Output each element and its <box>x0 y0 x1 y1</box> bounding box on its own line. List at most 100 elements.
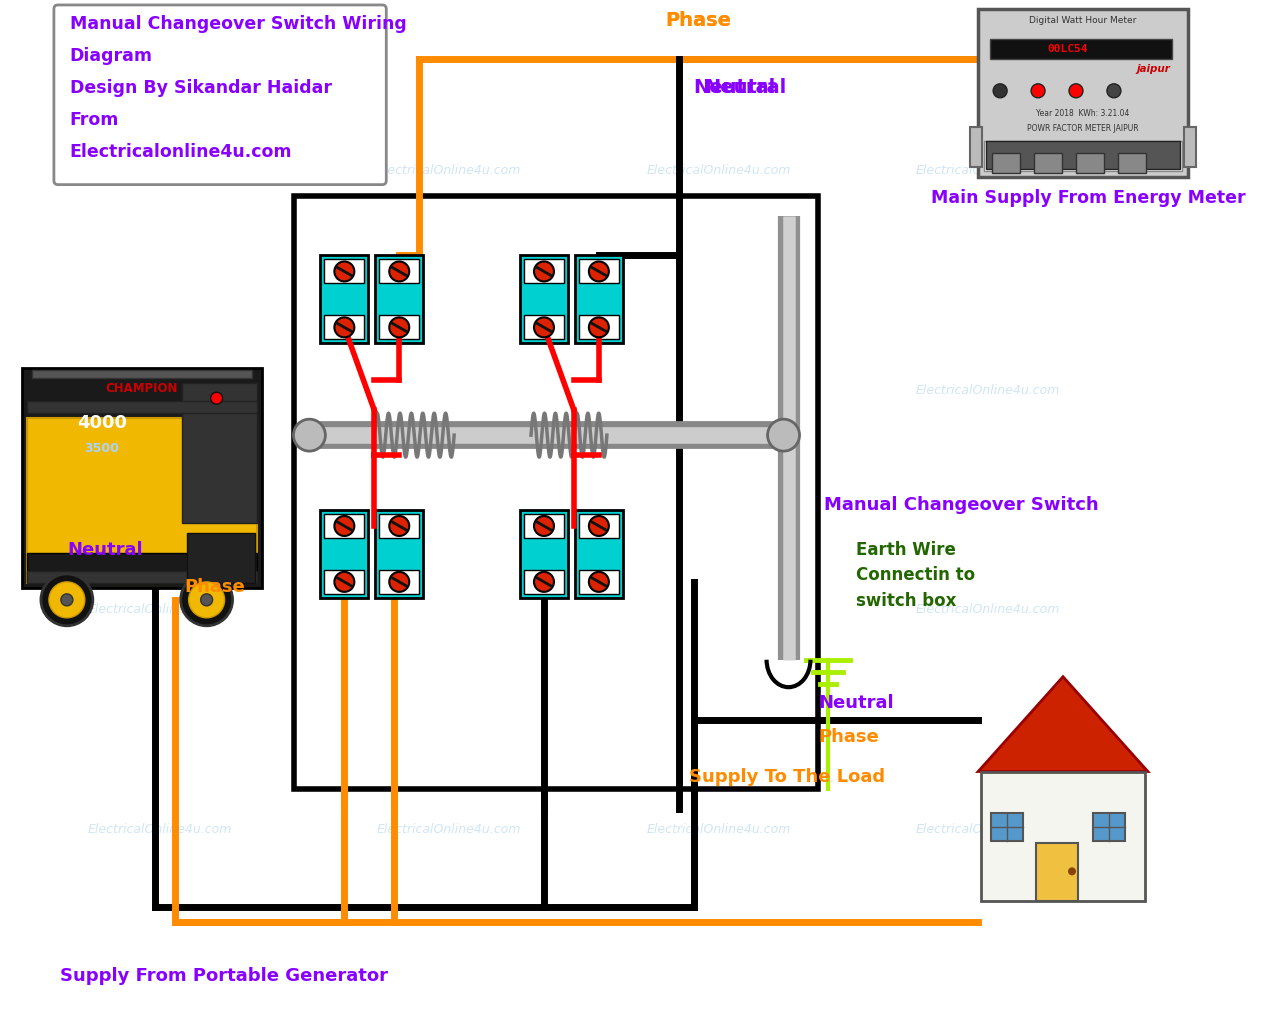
Text: ElectricalOnline4u.com: ElectricalOnline4u.com <box>377 603 521 617</box>
Text: Phase: Phase <box>819 727 879 746</box>
Text: Supply From Portable Generator: Supply From Portable Generator <box>60 967 387 985</box>
Text: ElectricalOnline4u.com: ElectricalOnline4u.com <box>377 823 521 836</box>
Bar <box>520 510 568 598</box>
Circle shape <box>1107 84 1121 98</box>
Text: POWR FACTOR METER JAIPUR: POWR FACTOR METER JAIPUR <box>1027 124 1139 133</box>
Text: Manual Changeover Switch: Manual Changeover Switch <box>825 496 1099 514</box>
Bar <box>1118 153 1145 173</box>
Circle shape <box>335 572 354 592</box>
Circle shape <box>534 261 553 281</box>
Text: Supply To The Load: Supply To The Load <box>689 768 885 785</box>
Text: ElectricalOnline4u.com: ElectricalOnline4u.com <box>646 823 790 836</box>
Bar <box>986 140 1180 168</box>
Circle shape <box>180 574 233 626</box>
Text: Year 2018  KWh: 3.21.04: Year 2018 KWh: 3.21.04 <box>1036 109 1130 118</box>
Circle shape <box>49 582 85 618</box>
Text: Electricalonline4u.com: Electricalonline4u.com <box>69 143 292 161</box>
Circle shape <box>1031 84 1045 98</box>
Bar <box>575 510 623 598</box>
Text: Phase: Phase <box>184 577 246 596</box>
Text: Connectin to: Connectin to <box>856 566 976 584</box>
Circle shape <box>60 594 73 605</box>
Text: Manual Changeover Switch Wiring: Manual Changeover Switch Wiring <box>69 14 407 33</box>
Bar <box>1036 843 1079 901</box>
Bar <box>990 39 1171 59</box>
Bar <box>978 9 1188 177</box>
Text: Neutral: Neutral <box>67 541 143 559</box>
Circle shape <box>335 317 354 338</box>
Bar <box>524 259 564 283</box>
Bar <box>27 401 256 413</box>
Bar <box>520 255 568 343</box>
Text: Neutral: Neutral <box>705 77 786 97</box>
Text: jaipur: jaipur <box>1136 64 1170 73</box>
Text: Phase: Phase <box>665 11 732 30</box>
Text: ElectricalOnline4u.com: ElectricalOnline4u.com <box>916 823 1060 836</box>
Bar <box>575 255 623 343</box>
Bar <box>579 570 619 594</box>
Bar <box>1184 127 1196 166</box>
Bar <box>1033 153 1062 173</box>
Bar <box>27 571 256 583</box>
Bar <box>27 553 256 583</box>
Circle shape <box>589 516 609 536</box>
Text: ElectricalOnline4u.com: ElectricalOnline4u.com <box>646 164 790 177</box>
Bar <box>320 510 368 598</box>
Circle shape <box>1068 868 1076 875</box>
Text: ElectricalOnline4u.com: ElectricalOnline4u.com <box>916 603 1060 617</box>
Circle shape <box>534 572 553 592</box>
Text: Earth Wire: Earth Wire <box>856 541 956 559</box>
Circle shape <box>389 261 409 281</box>
Text: ElectricalOnline4u.com: ElectricalOnline4u.com <box>916 164 1060 177</box>
Bar <box>524 514 564 538</box>
Text: ElectricalOnline4u.com: ElectricalOnline4u.com <box>646 603 790 617</box>
Circle shape <box>589 261 609 281</box>
Text: Neutral: Neutral <box>819 693 894 712</box>
Circle shape <box>589 317 609 338</box>
Text: 00LC54: 00LC54 <box>1048 43 1089 54</box>
Bar <box>981 772 1145 901</box>
Bar <box>32 370 251 378</box>
Text: ElectricalOnline4u.com: ElectricalOnline4u.com <box>88 603 232 617</box>
Bar <box>524 315 564 339</box>
Bar <box>181 383 256 523</box>
Text: ElectricalOnline4u.com: ElectricalOnline4u.com <box>88 383 232 397</box>
Bar <box>991 813 1023 842</box>
Text: ElectricalOnline4u.com: ElectricalOnline4u.com <box>377 383 521 397</box>
Circle shape <box>201 594 212 605</box>
Bar <box>324 514 364 538</box>
Circle shape <box>211 393 223 404</box>
Bar <box>985 140 1181 170</box>
Text: CHAMPION: CHAMPION <box>106 382 178 395</box>
Text: ElectricalOnline4u.com: ElectricalOnline4u.com <box>646 383 790 397</box>
Text: ElectricalOnline4u.com: ElectricalOnline4u.com <box>916 383 1060 397</box>
Circle shape <box>534 317 553 338</box>
FancyBboxPatch shape <box>54 5 386 185</box>
Text: From: From <box>69 111 120 129</box>
Circle shape <box>389 516 409 536</box>
Circle shape <box>994 84 1008 98</box>
Bar <box>380 259 420 283</box>
Text: 4000: 4000 <box>77 414 127 432</box>
Text: ElectricalOnline4u.com: ElectricalOnline4u.com <box>377 164 521 177</box>
Bar <box>380 570 420 594</box>
Circle shape <box>534 516 553 536</box>
Bar <box>1093 813 1125 842</box>
Bar <box>380 514 420 538</box>
Bar <box>376 510 423 598</box>
Text: Diagram: Diagram <box>69 46 153 65</box>
Text: Main Supply From Energy Meter: Main Supply From Energy Meter <box>931 189 1246 207</box>
Text: switch box: switch box <box>856 592 956 609</box>
Bar <box>324 570 364 594</box>
Bar <box>320 255 368 343</box>
Bar <box>324 315 364 339</box>
Polygon shape <box>978 677 1148 772</box>
Bar <box>579 259 619 283</box>
Bar <box>579 514 619 538</box>
Bar <box>376 255 423 343</box>
Text: 3500: 3500 <box>85 442 120 455</box>
Bar <box>27 418 256 583</box>
Circle shape <box>293 419 326 451</box>
Text: Digital Watt Hour Meter: Digital Watt Hour Meter <box>1030 17 1136 26</box>
Bar <box>380 315 420 339</box>
